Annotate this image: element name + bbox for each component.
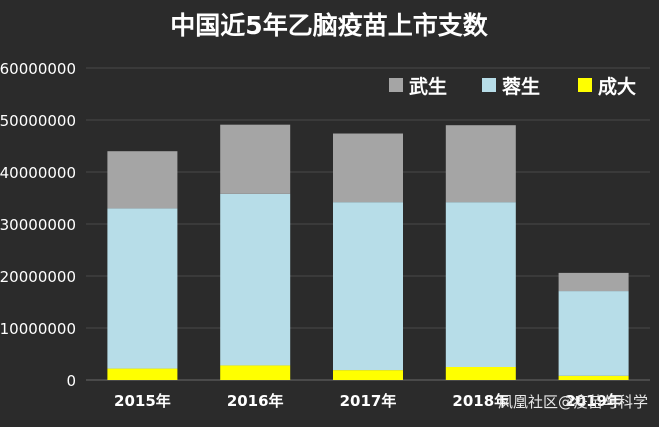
bar-stack xyxy=(558,272,629,380)
bar-segment-成大 xyxy=(333,370,403,380)
y-tick-label: 0 xyxy=(66,372,76,390)
bar-segment-武生 xyxy=(445,125,516,203)
bar-segment-成大 xyxy=(107,368,178,380)
legend-label: 成大 xyxy=(598,75,636,98)
bar-stack xyxy=(445,125,516,380)
x-tick-label: 2017年 xyxy=(340,392,397,410)
y-tick-label: 30000000 xyxy=(0,216,76,234)
bar-segment-成大 xyxy=(220,365,291,380)
bar-segment-武生 xyxy=(107,151,178,209)
legend-swatch xyxy=(578,78,592,92)
bar-segment-蓉生 xyxy=(107,208,178,369)
legend-swatch xyxy=(482,78,496,92)
watermark: 凤凰社区@疫苗与科学 xyxy=(498,393,648,411)
y-tick-label: 40000000 xyxy=(0,164,76,182)
bar-segment-蓉生 xyxy=(220,193,291,366)
bar-stack xyxy=(107,151,178,380)
legend-label: 武生 xyxy=(409,75,447,98)
x-tick-label: 2018年 xyxy=(452,392,509,410)
bar-stack xyxy=(333,133,403,380)
bar-segment-武生 xyxy=(333,133,403,203)
y-tick-label: 60000000 xyxy=(0,60,76,78)
legend-label: 蓉生 xyxy=(502,75,540,98)
bar-segment-成大 xyxy=(558,375,629,380)
y-tick-label: 50000000 xyxy=(0,112,76,130)
y-tick-label: 10000000 xyxy=(0,320,76,338)
bar-stack xyxy=(220,124,291,380)
x-tick-label: 2015年 xyxy=(114,392,171,410)
bar-segment-武生 xyxy=(220,124,291,194)
bar-segment-成大 xyxy=(445,367,516,380)
legend: 武生 蓉生 成大 xyxy=(389,75,636,98)
bar-segment-蓉生 xyxy=(445,202,516,367)
legend-swatch xyxy=(389,78,403,92)
x-axis-ticks: 2015年 2016年 2017年 2018年 2019年 xyxy=(114,392,622,410)
bar-segment-蓉生 xyxy=(558,291,629,376)
x-tick-label: 2019年 xyxy=(565,392,622,410)
y-tick-label: 20000000 xyxy=(0,268,76,286)
bar-segment-武生 xyxy=(558,272,629,292)
bars xyxy=(107,124,629,380)
y-axis-ticks: 0 10000000 20000000 30000000 40000000 5000000… xyxy=(0,60,76,390)
bar-segment-蓉生 xyxy=(333,202,403,371)
x-tick-label: 2016年 xyxy=(227,392,284,410)
chart-title: 中国近5年乙脑疫苗上市支数 xyxy=(170,11,488,40)
